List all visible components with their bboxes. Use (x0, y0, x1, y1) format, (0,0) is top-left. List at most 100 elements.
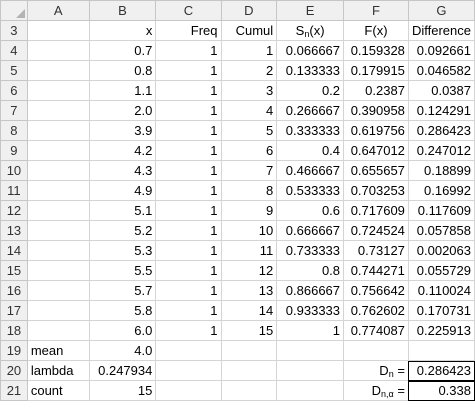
row-header[interactable]: 14 (0, 240, 28, 261)
row-header[interactable]: 9 (0, 140, 28, 161)
cell[interactable] (276, 340, 345, 361)
mean-label[interactable]: mean (26, 340, 90, 361)
cell-x[interactable]: 4.9 (88, 180, 157, 201)
count-label[interactable]: count (26, 380, 90, 401)
select-all-corner[interactable] (0, 0, 28, 21)
cell[interactable] (155, 340, 222, 361)
row-header[interactable]: 8 (0, 120, 28, 141)
cell[interactable] (276, 360, 345, 381)
cell-sn[interactable]: 0.733333 (276, 240, 345, 261)
cell-freq[interactable]: 1 (155, 200, 222, 221)
cell-freq[interactable]: 1 (155, 180, 222, 201)
row-header[interactable]: 10 (0, 160, 28, 181)
row-header[interactable]: 13 (0, 220, 28, 241)
row-header[interactable]: 18 (0, 320, 28, 341)
cell-difference[interactable]: 0.117609 (407, 200, 475, 221)
cell-freq[interactable]: 1 (155, 80, 222, 101)
cell-a[interactable] (26, 220, 90, 241)
row-header[interactable]: 6 (0, 80, 28, 101)
cell-a[interactable] (26, 140, 90, 161)
cell-freq[interactable]: 1 (155, 300, 222, 321)
header-cell-fx[interactable]: F(x) (343, 20, 409, 41)
column-header-g[interactable]: G (407, 0, 475, 21)
cell-sn[interactable]: 0.133333 (276, 60, 345, 81)
cell-cumul[interactable]: 12 (220, 260, 278, 281)
cell-cumul[interactable]: 14 (220, 300, 278, 321)
cell-freq[interactable]: 1 (155, 280, 222, 301)
cell-x[interactable]: 5.7 (88, 280, 157, 301)
cell-sn[interactable]: 0.4 (276, 140, 345, 161)
row-header[interactable]: 20 (0, 360, 28, 381)
cell-freq[interactable]: 1 (155, 120, 222, 141)
cell-x[interactable]: 1.1 (88, 80, 157, 101)
cell-a[interactable] (26, 240, 90, 261)
cell-fx[interactable]: 0.2387 (343, 80, 409, 101)
column-header-f[interactable]: F (343, 0, 409, 21)
cell-cumul[interactable]: 4 (220, 100, 278, 121)
cell-sn[interactable]: 0.266667 (276, 100, 345, 121)
cell-fx[interactable]: 0.756642 (343, 280, 409, 301)
cell-sn[interactable]: 0.6 (276, 200, 345, 221)
cell-fx[interactable]: 0.179915 (343, 60, 409, 81)
cell-difference[interactable]: 0.110024 (407, 280, 475, 301)
column-header-e[interactable]: E (276, 0, 345, 21)
cell-sn[interactable]: 0.666667 (276, 220, 345, 241)
cell-difference[interactable]: 0.002063 (407, 240, 475, 261)
cell-cumul[interactable]: 1 (220, 40, 278, 61)
cell-fx[interactable]: 0.774087 (343, 320, 409, 341)
dn-alpha-label[interactable]: Dn,α = (343, 380, 409, 401)
cell-fx[interactable]: 0.390958 (343, 100, 409, 121)
row-header[interactable]: 17 (0, 300, 28, 321)
cell[interactable] (343, 340, 409, 361)
cell-fx[interactable]: 0.744271 (343, 260, 409, 281)
cell-fx[interactable]: 0.647012 (343, 140, 409, 161)
cell-fx[interactable]: 0.703253 (343, 180, 409, 201)
cell-freq[interactable]: 1 (155, 240, 222, 261)
cell-freq[interactable]: 1 (155, 220, 222, 241)
cell-cumul[interactable]: 5 (220, 120, 278, 141)
cell-a[interactable] (26, 160, 90, 181)
cell-sn[interactable]: 0.933333 (276, 300, 345, 321)
column-header-b[interactable]: B (88, 0, 157, 21)
cell-sn[interactable]: 0.066667 (276, 40, 345, 61)
cell-cumul[interactable]: 13 (220, 280, 278, 301)
cell-freq[interactable]: 1 (155, 260, 222, 281)
column-header-c[interactable]: C (155, 0, 222, 21)
cell-difference[interactable]: 0.225913 (407, 320, 475, 341)
cell-cumul[interactable]: 10 (220, 220, 278, 241)
cell-freq[interactable]: 1 (155, 100, 222, 121)
cell-cumul[interactable]: 2 (220, 60, 278, 81)
header-cell-freq[interactable]: Freq (155, 20, 222, 41)
cell-x[interactable]: 4.3 (88, 160, 157, 181)
cell[interactable] (220, 360, 278, 381)
cell-difference[interactable]: 0.057858 (407, 220, 475, 241)
cell-x[interactable]: 5.1 (88, 200, 157, 221)
header-cell-cumul[interactable]: Cumul (220, 20, 278, 41)
cell-a[interactable] (26, 40, 90, 61)
cell-fx[interactable]: 0.724524 (343, 220, 409, 241)
cell-freq[interactable]: 1 (155, 320, 222, 341)
cell-x[interactable]: 5.8 (88, 300, 157, 321)
lambda-label[interactable]: lambda (26, 360, 90, 381)
cell-sn[interactable]: 1 (276, 320, 345, 341)
cell-x[interactable]: 0.8 (88, 60, 157, 81)
cell[interactable] (220, 380, 278, 401)
cell-fx[interactable]: 0.655657 (343, 160, 409, 181)
count-value[interactable]: 15 (88, 380, 157, 401)
cell-x[interactable]: 2.0 (88, 100, 157, 121)
cell-cumul[interactable]: 8 (220, 180, 278, 201)
column-header-d[interactable]: D (220, 0, 278, 21)
mean-value[interactable]: 4.0 (88, 340, 157, 361)
cell-freq[interactable]: 1 (155, 140, 222, 161)
cell-sn[interactable]: 0.533333 (276, 180, 345, 201)
cell-sn[interactable]: 0.466667 (276, 160, 345, 181)
cell-sn[interactable]: 0.8 (276, 260, 345, 281)
cell-x[interactable]: 3.9 (88, 120, 157, 141)
cell-a[interactable] (26, 280, 90, 301)
cell-x[interactable]: 5.5 (88, 260, 157, 281)
cell-difference[interactable]: 0.055729 (407, 260, 475, 281)
cell[interactable] (155, 380, 222, 401)
cell-x[interactable]: 5.3 (88, 240, 157, 261)
cell[interactable] (220, 340, 278, 361)
cell-a[interactable] (26, 80, 90, 101)
